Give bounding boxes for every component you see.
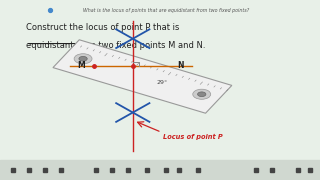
Circle shape bbox=[193, 89, 211, 99]
Text: What is the locus of points that are equidistant from two fixed points?: What is the locus of points that are equ… bbox=[83, 8, 250, 13]
Text: equidistant from two fixed points M and N.: equidistant from two fixed points M and … bbox=[26, 40, 205, 50]
Text: Construct the locus of point P that is: Construct the locus of point P that is bbox=[26, 22, 179, 32]
Circle shape bbox=[74, 54, 92, 64]
Text: Locus of point P: Locus of point P bbox=[163, 134, 223, 140]
Circle shape bbox=[79, 56, 87, 61]
Bar bbox=[53, 40, 232, 113]
Text: N: N bbox=[178, 61, 184, 70]
Bar bbox=[0, 160, 320, 180]
Circle shape bbox=[197, 92, 206, 97]
Text: M: M bbox=[77, 61, 85, 70]
Text: 29°: 29° bbox=[156, 80, 168, 85]
